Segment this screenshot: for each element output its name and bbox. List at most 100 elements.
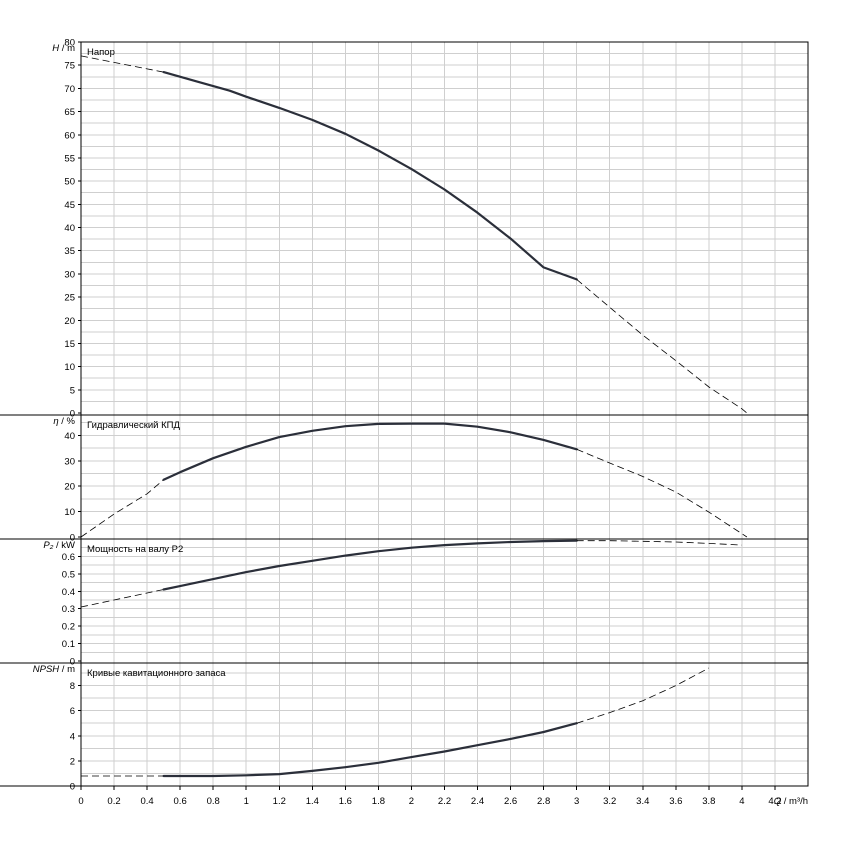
y-axis-label: P₂ / kW xyxy=(43,540,75,551)
panel-title: Напор xyxy=(87,47,115,58)
y-axis-label: NPSH / m xyxy=(33,664,75,675)
x-axis: 0 0.2 0.4 0.6 0.8 1 1.2 1.4 1.6 1.8 2 2.2 2.4 2.6 2.8 3… xyxy=(78,786,808,807)
series-line-extrapolated xyxy=(80,479,164,538)
y-tick-label: 10 xyxy=(64,507,75,518)
y-tick-label: 6 xyxy=(70,706,75,717)
x-tick-label: 1.8 xyxy=(372,796,385,807)
x-tick-label: 3.8 xyxy=(702,796,715,807)
y-tick-label: 0.1 xyxy=(62,639,75,650)
y-tick-label: 0 xyxy=(70,657,75,668)
y-axis-symbol: NPSH xyxy=(33,664,60,675)
x-axis-unit: / m³/h xyxy=(781,796,808,807)
y-tick-label: 4 xyxy=(70,731,75,742)
y-tick-label: 0.6 xyxy=(62,552,75,563)
y-tick-label: 0.2 xyxy=(62,622,75,633)
y-tick-label: 0 xyxy=(70,409,75,420)
x-tick-label: 2 xyxy=(409,796,414,807)
x-tick-label: 3.6 xyxy=(669,796,682,807)
panel-4: 0 2 4 6 8 NPSH / m Кривые кавитационного запас… xyxy=(0,662,809,807)
y-axis-label: H / m xyxy=(52,43,75,54)
x-tick-label: 0.8 xyxy=(207,796,220,807)
y-tick-label: 10 xyxy=(64,362,75,373)
x-tick-label: 1.4 xyxy=(306,796,319,807)
x-tick-label: 0.6 xyxy=(174,796,187,807)
series-line-extrapolated xyxy=(576,667,710,724)
y-axis-symbol: H xyxy=(52,43,59,54)
y-tick-label: 5 xyxy=(70,385,75,396)
x-axis-symbol: Q xyxy=(774,796,782,807)
series-line xyxy=(162,722,578,778)
horizontal-gridlines xyxy=(81,547,808,653)
y-tick-label: 2 xyxy=(70,756,75,767)
panel-title: Гидравлический КПД xyxy=(87,420,180,431)
y-tick-label: 40 xyxy=(64,431,75,442)
y-tick-label: 0 xyxy=(70,533,75,544)
y-tick-label: 30 xyxy=(64,456,75,467)
y-axis-symbol: η xyxy=(53,416,58,427)
y-tick-label: 45 xyxy=(64,200,75,211)
x-tick-label: 2.6 xyxy=(504,796,517,807)
y-tick-label: 0.5 xyxy=(62,569,75,580)
series-line-extrapolated xyxy=(576,279,748,414)
x-tick-label: 3.4 xyxy=(636,796,649,807)
y-tick-label: 35 xyxy=(64,246,75,257)
series-line-extrapolated xyxy=(80,55,164,73)
x-tick-label: 1.6 xyxy=(339,796,352,807)
series-line xyxy=(162,422,578,481)
x-tick-label: 2.2 xyxy=(438,796,451,807)
y-tick-label: 75 xyxy=(64,61,75,72)
series-line xyxy=(162,71,578,281)
y-tick-label: 50 xyxy=(64,177,75,188)
series-line-extrapolated xyxy=(576,540,742,546)
horizontal-gridlines xyxy=(81,672,808,774)
y-tick-label: 0.4 xyxy=(62,587,75,598)
x-tick-label: 0 xyxy=(78,796,83,807)
y-tick-label: 20 xyxy=(64,316,75,327)
y-tick-label: 80 xyxy=(64,38,75,49)
x-tick-label: 3.2 xyxy=(603,796,616,807)
x-tick-label: 1.2 xyxy=(273,796,286,807)
panel-2: 0 10 20 30 40 η / % Гидравлический КПД xyxy=(0,414,809,544)
y-tick-label: 20 xyxy=(64,482,75,493)
panel-3: 00.10.20.30.40.50.6P₂ / kW Мощность на ва… xyxy=(0,538,809,668)
y-tick-label: 30 xyxy=(64,269,75,280)
x-tick-label: 0.4 xyxy=(140,796,153,807)
series-line xyxy=(162,539,578,591)
y-tick-label: 70 xyxy=(64,84,75,95)
x-tick-label: 3 xyxy=(574,796,579,807)
y-axis-label: η / % xyxy=(53,416,75,427)
series-line-extrapolated xyxy=(576,448,748,538)
vertical-gridlines xyxy=(113,415,776,539)
y-tick-label: 55 xyxy=(64,153,75,164)
vertical-gridlines xyxy=(113,42,776,415)
horizontal-gridlines xyxy=(81,422,808,525)
x-tick-label: 4.2 xyxy=(768,796,781,807)
panel-title: Кривые кавитационного запаса xyxy=(87,668,226,679)
panel-title: Мощность на валу P2 xyxy=(87,544,183,555)
y-tick-label: 0.3 xyxy=(62,604,75,615)
x-tick-label: 2.4 xyxy=(471,796,484,807)
y-tick-label: 65 xyxy=(64,107,75,118)
y-tick-label: 15 xyxy=(64,339,75,350)
y-axis-symbol: P₂ xyxy=(43,540,53,551)
y-axis-unit: / kW xyxy=(53,540,75,551)
y-tick-label: 0 xyxy=(70,782,75,793)
y-tick-label: 25 xyxy=(64,293,75,304)
y-axis-unit: / % xyxy=(59,416,76,427)
vertical-gridlines xyxy=(113,663,776,786)
x-axis-label: Q / m³/h xyxy=(774,796,808,807)
y-axis-unit: / m xyxy=(59,664,75,675)
y-tick-label: 40 xyxy=(64,223,75,234)
x-tick-label: 4 xyxy=(739,796,744,807)
y-tick-label: 60 xyxy=(64,130,75,141)
x-tick-label: 2.8 xyxy=(537,796,550,807)
series-line-extrapolated xyxy=(80,589,164,608)
vertical-gridlines xyxy=(113,539,776,663)
x-tick-label: 0.2 xyxy=(107,796,120,807)
x-tick-label: 1 xyxy=(244,796,249,807)
y-tick-label: 8 xyxy=(70,681,75,692)
horizontal-gridlines xyxy=(81,53,808,402)
y-axis-unit: / m xyxy=(59,43,75,54)
